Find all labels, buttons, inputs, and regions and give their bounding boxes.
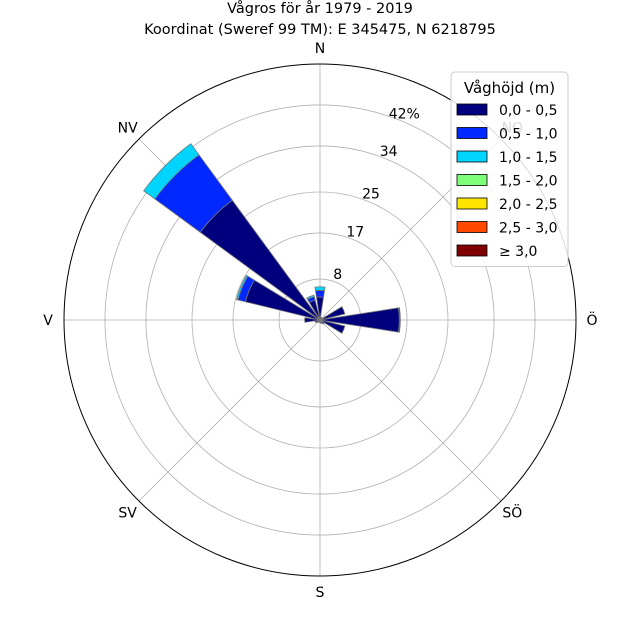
legend-swatch — [456, 150, 488, 163]
direction-label: S — [316, 585, 325, 601]
rose-bar-segment — [143, 143, 200, 200]
legend-label: 2,0 - 2,5 — [499, 197, 557, 213]
rose-bar-segment — [314, 319, 321, 324]
rose-bar-segment — [319, 319, 346, 334]
rose-bar-segment — [235, 274, 249, 301]
legend-box — [450, 71, 569, 267]
radial-tick-label: 34 — [380, 144, 398, 160]
polar-frame-circle — [63, 63, 577, 577]
wind-rose-bars — [143, 143, 401, 334]
legend-swatch — [456, 103, 488, 116]
grid-spoke — [138, 319, 321, 502]
legend-label: 1,0 - 1,5 — [499, 150, 557, 166]
legend-label: 0,5 - 1,0 — [499, 127, 557, 143]
grid-spoke — [319, 319, 502, 502]
legend-swatch — [456, 197, 488, 210]
legend-title: Våghöjd (m) — [464, 79, 555, 97]
radial-tick-label: 17 — [346, 225, 364, 241]
direction-label: SÖ — [502, 503, 522, 521]
legend: Våghöjd (m) 0,0 - 0,5 0,5 - 1,0 1,0 - 1,5 1,… — [450, 71, 569, 267]
radial-tick-labels: 8 17 25 34 42% — [333, 106, 420, 283]
direction-label: V — [43, 313, 53, 329]
legend-label: 2,5 - 3,0 — [499, 221, 557, 237]
radial-tick-label: 8 — [333, 267, 342, 283]
direction-label: Ö — [586, 311, 597, 329]
legend-swatch — [456, 174, 488, 186]
rose-bar-segment — [304, 317, 321, 323]
direction-label: NV — [118, 121, 138, 137]
direction-label: SV — [118, 505, 137, 521]
rose-bar-segment — [314, 286, 326, 292]
legend-swatch — [456, 221, 488, 233]
chart-title-line-1: Vågros för år 1979 - 2019 — [227, 0, 413, 17]
polar-outer-frame — [63, 63, 577, 577]
radial-tick-label: 42% — [389, 106, 420, 122]
rose-bar-segment — [397, 307, 401, 333]
chart-title-line-2: Koordinat (Sweref 99 TM): E 345475, N 62… — [144, 22, 496, 38]
legend-swatch — [456, 127, 488, 139]
rose-bar-segment — [306, 294, 315, 300]
legend-swatch — [456, 244, 488, 257]
legend-label: 0,0 - 0,5 — [499, 103, 557, 119]
radial-tick-label: 25 — [362, 187, 380, 203]
legend-label: ≥ 3,0 — [499, 244, 537, 260]
rose-bar-segment — [319, 306, 346, 321]
legend-label: 1,5 - 2,0 — [499, 174, 557, 190]
rose-bar-segment — [315, 289, 325, 298]
direction-label: N — [315, 41, 325, 57]
